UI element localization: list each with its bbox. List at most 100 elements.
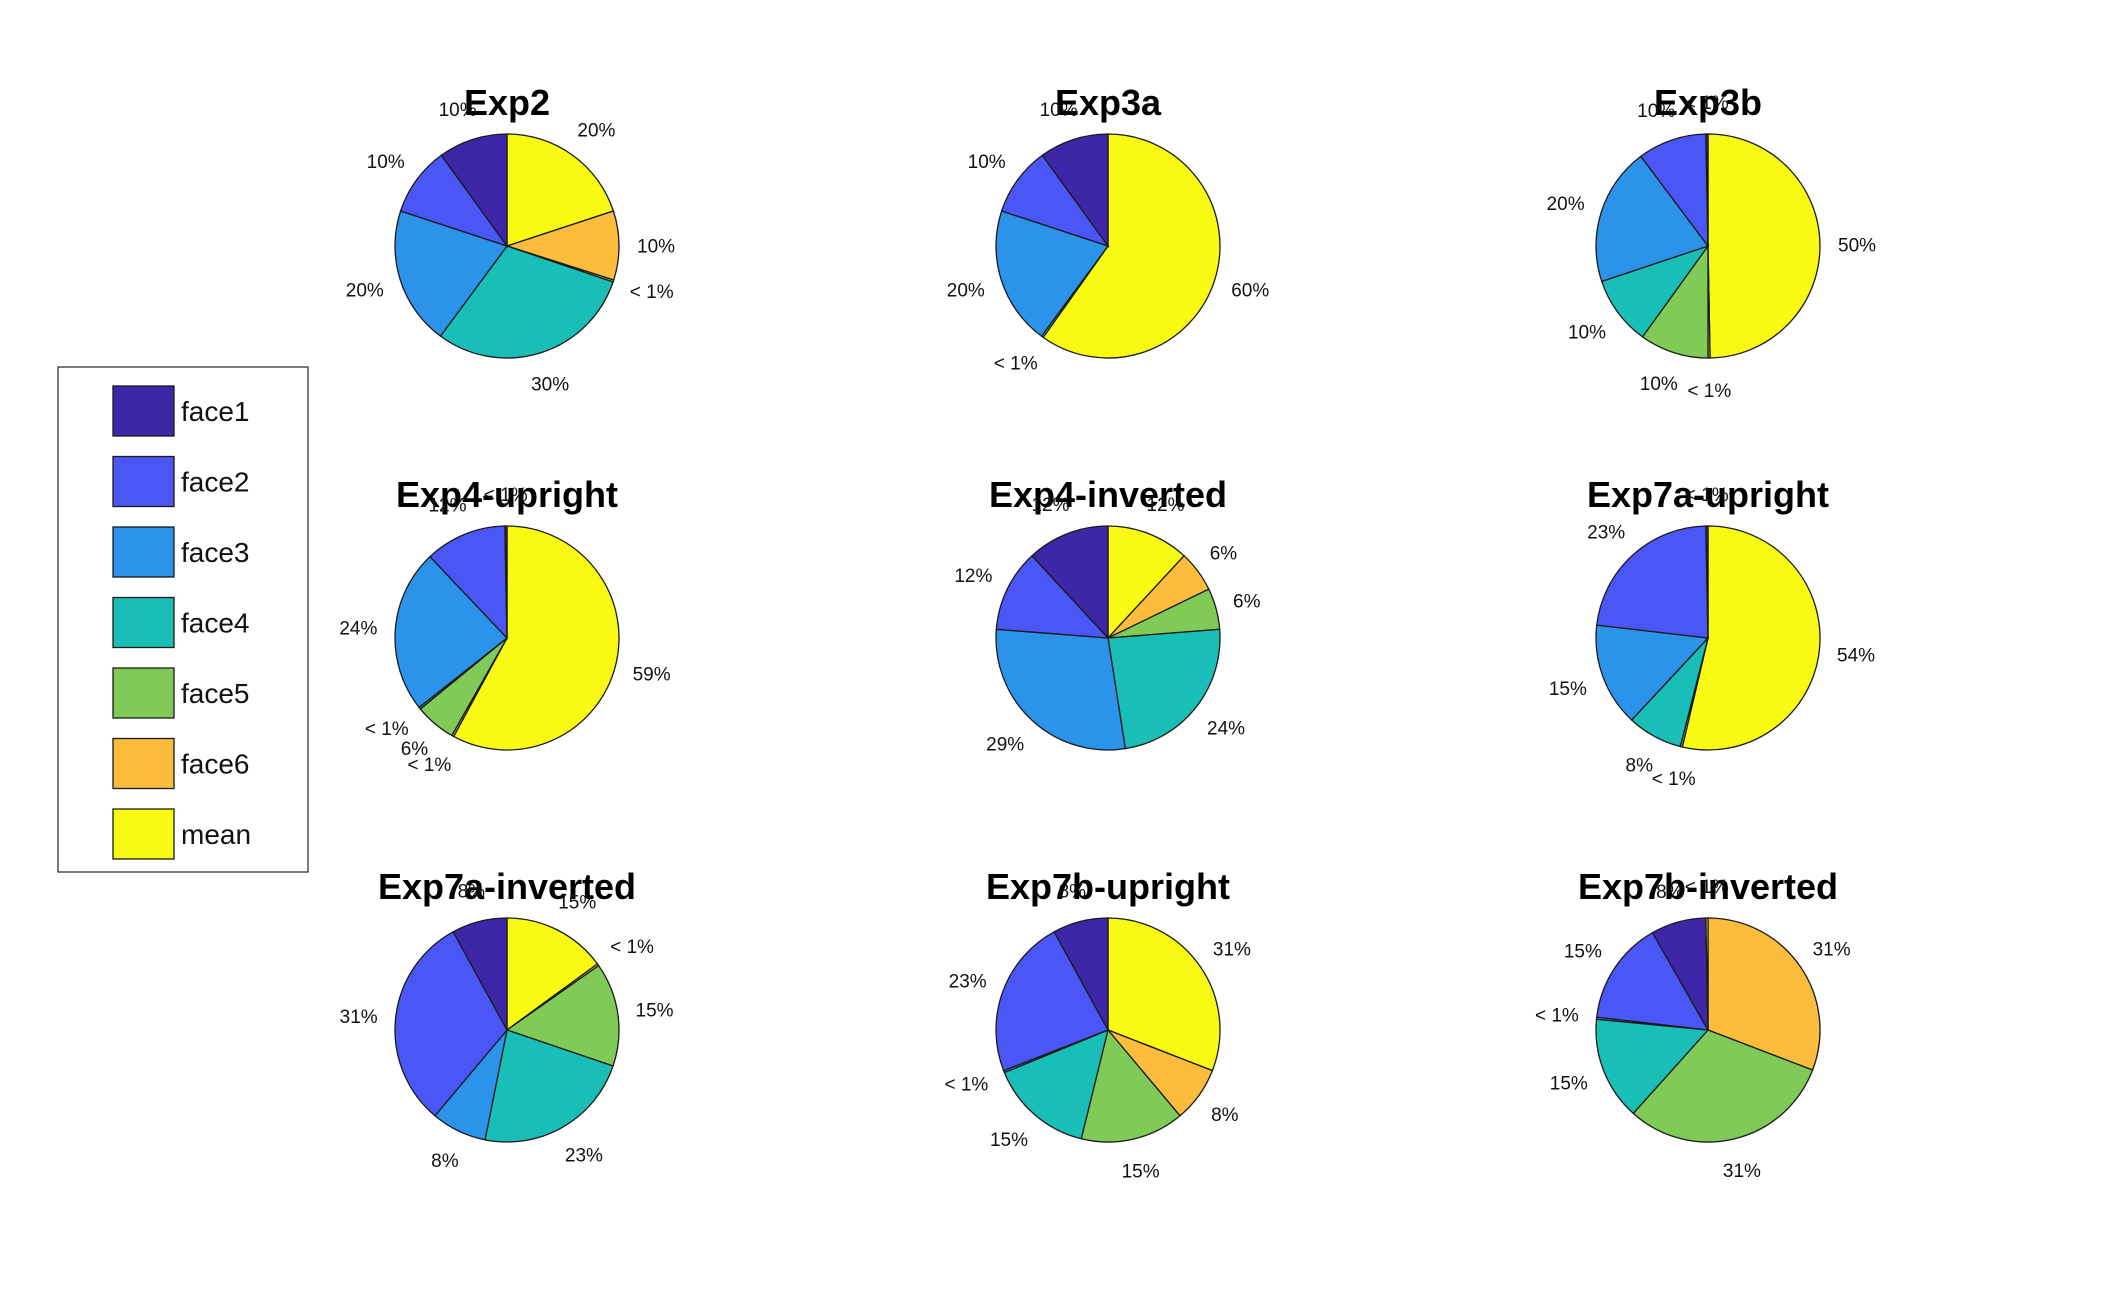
legend: face1 face2 face3 face4 face5 face6 mean (57, 366, 309, 873)
pie-slice-mean (1705, 917, 1709, 1031)
pie-slice-face1 (1031, 525, 1109, 640)
pie-slice-label: 23% (949, 972, 987, 993)
pie-slice-label: 23% (1587, 522, 1625, 543)
pie-slice-mean (1107, 917, 1221, 1072)
pie-slice-label: 15% (1564, 942, 1602, 963)
pie-slice-face2 (1596, 525, 1709, 639)
pie-slice-face1 (452, 917, 508, 1031)
legend-swatch-face3 (112, 526, 175, 578)
pie-slice-face3 (1595, 155, 1710, 283)
pie-slice-label: < 1% (1685, 877, 1729, 898)
pie-slice-label: 15% (1122, 1161, 1160, 1182)
pie-slice-face3 (995, 210, 1110, 338)
pie-slice-face5 (1080, 1028, 1181, 1143)
pie-slice-face2 (995, 930, 1109, 1072)
legend-box (57, 366, 309, 873)
pie-slice-label: 29% (986, 735, 1024, 756)
legend-swatch-face4 (112, 596, 175, 649)
pie-slice-face3 (394, 210, 509, 338)
pie-slice-label: < 1% (365, 719, 409, 740)
pie-slice-label: 10% (1640, 374, 1678, 395)
pie-slice-label: < 1% (1652, 769, 1696, 790)
pie-slice-label: 31% (1723, 1161, 1761, 1182)
pie-slice-face2 (995, 554, 1110, 639)
pie-slice-label: 20% (1547, 194, 1585, 215)
pie-slice-label: 24% (1207, 718, 1245, 739)
pie-slice-label: 15% (558, 893, 596, 914)
pie-slice-label: 8% (1626, 755, 1654, 776)
pie-slice-mean (1042, 133, 1221, 359)
pie-slice-label: 31% (1213, 940, 1251, 961)
legend-label-face2: face2 (181, 467, 250, 498)
pie-slice-mean (452, 525, 620, 751)
pie-slice-face2 (1596, 931, 1710, 1031)
pie-slice-label: 20% (346, 281, 384, 302)
pie-slice-mean (506, 133, 615, 247)
pie-slice-label: 23% (565, 1146, 603, 1167)
pie-slice-face4 (1107, 628, 1221, 750)
pie-slice-label: < 1% (630, 282, 674, 303)
pie-slice-label: < 1% (1685, 93, 1729, 114)
pie-title: Exp7a-inverted (378, 866, 636, 907)
pie-slice-label: < 1% (484, 485, 528, 506)
pie-slice-label: 60% (1231, 281, 1269, 302)
pie-slice-label: < 1% (1685, 485, 1729, 506)
pie-slice-label: 10% (637, 236, 675, 257)
pie-slice-label: < 1% (1535, 1006, 1579, 1027)
pie-slice-label: < 1% (1687, 381, 1731, 402)
pie-title: Exp7a-upright (1587, 474, 1829, 515)
pie-slice-face4 (1003, 1028, 1109, 1140)
pie-slice-face2 (429, 525, 508, 640)
pie-title: Exp7b-upright (986, 866, 1230, 907)
pie-slice-label: 10% (367, 152, 405, 173)
pie-slice-face1 (1053, 917, 1109, 1031)
pie-slice-face3 (995, 628, 1127, 751)
pie-slice-label: 20% (577, 120, 615, 141)
pie-slice-face2 (394, 930, 508, 1117)
legend-label-face6: face6 (181, 749, 250, 780)
pie-slice-face3 (1595, 624, 1710, 721)
pie-slice-label: 50% (1838, 236, 1876, 257)
pie-slice-mean (1681, 525, 1821, 751)
pie-slice-label: 15% (636, 1001, 674, 1022)
legend-swatch-mean (112, 808, 175, 860)
pie-slice-label: 24% (339, 619, 377, 640)
pie-slice-label: 31% (340, 1007, 378, 1028)
pie-slice-label: 20% (947, 281, 985, 302)
pie-slice-label: 8% (1059, 882, 1087, 903)
pie-slice-label: 10% (1568, 322, 1606, 343)
legend-label-face1: face1 (181, 396, 250, 427)
pie-title: Exp4-inverted (989, 474, 1227, 515)
pie-slice-label: 54% (1837, 646, 1875, 667)
pie-slice-label: 15% (1549, 679, 1587, 700)
pie-slice-label: 8% (458, 882, 486, 903)
pie-1: Exp2 20% 10% < 1% 30% 20% 10% 10% (346, 82, 675, 395)
pie-slice-face6 (1707, 917, 1821, 1071)
pie-slice-mean (1707, 133, 1821, 359)
pie-slice-label: < 1% (994, 354, 1038, 375)
pie-slice-mean (506, 917, 599, 1032)
pie-slice-face1 (504, 525, 508, 639)
pie-slice-label: 12% (428, 496, 466, 517)
pie-slice-label: 15% (990, 1130, 1028, 1151)
pie-slice-face4 (1595, 1018, 1710, 1115)
pie-slice-label: 12% (1147, 495, 1185, 516)
pie-slice-label: 8% (431, 1151, 459, 1172)
pie-slice-label: 31% (1813, 939, 1851, 960)
pie-slice-label: 10% (439, 100, 477, 121)
pie-slice-label: 8% (1656, 882, 1684, 903)
pie-title: Exp3a (1055, 82, 1162, 123)
pie-slice-label: 10% (1637, 101, 1675, 122)
pie-slice-label: 12% (1031, 495, 1069, 516)
pie-slice-label: 59% (633, 664, 671, 685)
pie-slice-face1 (1705, 133, 1709, 247)
pie-title: Exp3b (1654, 82, 1762, 123)
pie-slice-face4 (439, 245, 614, 359)
pie-slice-label: 6% (401, 739, 429, 760)
legend-label-face3: face3 (181, 537, 250, 568)
pie-slice-face4 (484, 1029, 614, 1143)
